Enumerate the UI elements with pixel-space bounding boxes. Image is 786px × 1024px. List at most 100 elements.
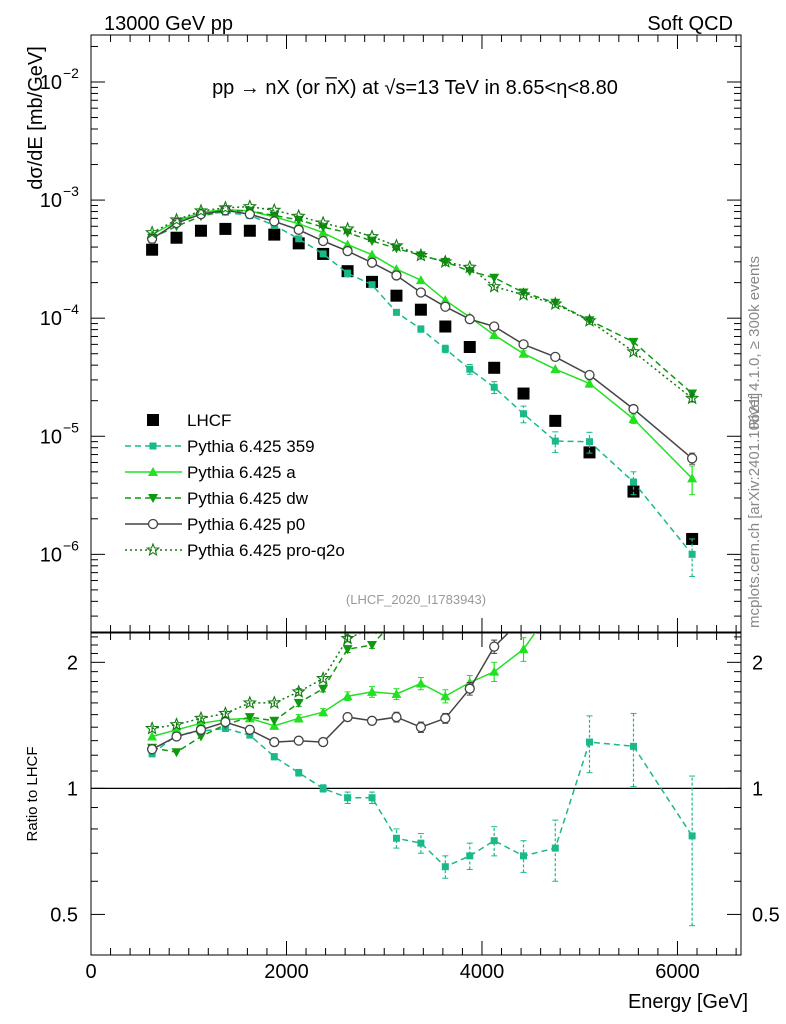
- data-point: [246, 731, 254, 739]
- ratio-y-tick-label: 1: [67, 778, 78, 800]
- data-point: [194, 224, 207, 237]
- series-pythia-6-425-dw: [147, 614, 401, 758]
- data-point: [149, 442, 157, 450]
- ratio-y-tick-label-right: 1: [752, 778, 763, 800]
- series-pythia-6-425-pro-q2o: [144, 199, 700, 405]
- data-point: [171, 724, 182, 734]
- data-point: [549, 414, 562, 427]
- data-point: [390, 289, 403, 302]
- data-point: [584, 369, 595, 381]
- data-point: [220, 716, 231, 728]
- data-point: [548, 296, 563, 311]
- data-point: [340, 633, 355, 645]
- data-point: [415, 275, 426, 285]
- data-point: [317, 736, 329, 748]
- data-point: [146, 744, 158, 755]
- data-point: [517, 387, 530, 400]
- data-point: [519, 614, 528, 623]
- series-pythia-6-425-p0: [146, 205, 698, 465]
- data-point: [317, 235, 329, 247]
- y-tick-label: 10: [40, 72, 62, 94]
- data-point: [195, 732, 206, 742]
- data-point: [267, 695, 282, 710]
- data-point: [628, 414, 639, 424]
- data-point: [582, 313, 597, 327]
- data-point: [193, 710, 209, 725]
- data-point: [439, 320, 452, 333]
- data-point: [319, 250, 327, 258]
- data-point: [391, 614, 401, 623]
- ratio-y-tick-label-right: 0.5: [752, 904, 780, 926]
- data-point: [147, 518, 159, 530]
- data-point: [688, 550, 696, 558]
- y-tick-label: 10: [40, 190, 62, 212]
- side-label-mcplots: mcplots.cern.ch [arXiv:2401.10621]: [746, 393, 763, 628]
- data-point: [169, 212, 184, 226]
- data-point: [489, 666, 500, 676]
- data-point: [551, 437, 559, 445]
- main-series: [144, 199, 700, 577]
- data-point: [490, 837, 498, 845]
- series-pythia-6-425-p0: [146, 614, 528, 755]
- header-right: Soft QCD: [647, 13, 733, 35]
- y-tick-exponent: −2: [63, 65, 79, 81]
- ratio-y-tick-label: 0.5: [50, 904, 78, 926]
- x-tick-label: 4000: [460, 961, 505, 983]
- legend: LHCF Pythia 6.425 359 Pythia 6.425 a Pythia…: [125, 411, 345, 560]
- data-point: [319, 784, 327, 792]
- side-label-rivet: Rivet 4.1.0, ≥ 300k events: [746, 256, 763, 429]
- data-point: [488, 361, 501, 374]
- ratio-y-tick-label-right: 2: [752, 652, 763, 674]
- data-point: [520, 410, 528, 418]
- data-point: [315, 671, 331, 685]
- data-point: [518, 348, 529, 358]
- data-point: [688, 832, 696, 840]
- data-point: [441, 863, 449, 871]
- data-point: [171, 748, 182, 758]
- data-point: [392, 308, 400, 316]
- y-tick-exponent: −6: [63, 537, 79, 553]
- x-tick-label: 2000: [264, 961, 309, 983]
- series-line: [151, 210, 693, 395]
- data-point: [148, 467, 158, 476]
- data-point: [440, 295, 451, 305]
- legend-item: Pythia 6.425 pro-q2o: [125, 541, 345, 560]
- data-point: [441, 345, 449, 353]
- data-point: [293, 713, 304, 723]
- data-point: [489, 321, 500, 332]
- ratio-y-axis-label: Ratio to LHCF: [24, 746, 41, 841]
- data-point: [145, 542, 161, 557]
- series-line: [151, 205, 693, 399]
- data-point: [269, 716, 280, 726]
- y-tick-exponent: −5: [63, 419, 79, 435]
- series-pythia-6-425-dw: [147, 206, 698, 399]
- data-point: [551, 844, 559, 852]
- y-tick-label: 10: [40, 308, 62, 330]
- data-point: [344, 269, 352, 277]
- data-point: [144, 720, 160, 735]
- series-line: [151, 209, 693, 459]
- data-point: [518, 339, 529, 350]
- data-point: [366, 715, 378, 726]
- main-panel-frame: [90, 34, 742, 633]
- data-point: [340, 221, 355, 236]
- data-point: [687, 473, 698, 483]
- data-point: [626, 344, 641, 358]
- data-point: [342, 711, 353, 723]
- series-pythia-6-425-359: [148, 712, 696, 927]
- data-point: [464, 314, 475, 325]
- legend-label: LHCF: [187, 411, 231, 430]
- data-point: [269, 216, 280, 227]
- data-point: [550, 364, 561, 374]
- ratio-panel-frame: [90, 632, 742, 956]
- legend-label: Pythia 6.425 p0: [187, 515, 305, 534]
- data-point: [367, 640, 378, 650]
- data-point: [417, 839, 425, 847]
- data-point: [268, 228, 281, 241]
- legend-label: Pythia 6.425 dw: [187, 489, 309, 508]
- series-line: [151, 727, 693, 868]
- data-point: [318, 707, 329, 717]
- data-point: [293, 735, 304, 746]
- data-point: [391, 689, 402, 699]
